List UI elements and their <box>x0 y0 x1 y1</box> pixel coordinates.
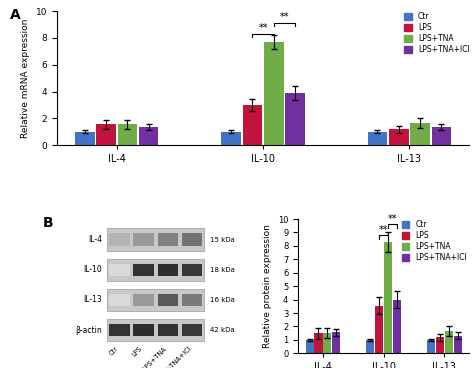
Y-axis label: Relative mRNA expression: Relative mRNA expression <box>21 18 30 138</box>
Bar <box>182 294 202 306</box>
Bar <box>285 93 305 145</box>
Bar <box>133 233 154 246</box>
Bar <box>107 259 204 281</box>
Bar <box>243 105 262 145</box>
Text: LPS+TNA: LPS+TNA <box>142 345 168 368</box>
Text: B: B <box>43 216 53 230</box>
Bar <box>158 294 178 306</box>
Bar <box>96 124 116 145</box>
Bar <box>75 132 95 145</box>
Bar <box>427 340 435 353</box>
Bar <box>107 229 204 251</box>
Bar <box>368 132 387 145</box>
Bar <box>389 129 409 145</box>
Bar <box>375 306 383 353</box>
Bar <box>306 340 314 353</box>
Text: 18 kDa: 18 kDa <box>210 267 235 273</box>
Bar <box>133 294 154 306</box>
Bar <box>314 333 323 353</box>
Text: 15 kDa: 15 kDa <box>210 237 235 243</box>
Text: A: A <box>9 8 20 22</box>
Bar <box>158 263 178 276</box>
Text: IL-4: IL-4 <box>88 235 102 244</box>
Bar <box>332 332 340 353</box>
Text: β-actin: β-actin <box>75 326 102 335</box>
Text: 16 kDa: 16 kDa <box>210 297 235 303</box>
Text: **: ** <box>379 224 388 234</box>
Bar <box>221 132 241 145</box>
Bar <box>384 242 392 353</box>
Bar <box>109 233 129 246</box>
Bar <box>264 42 283 145</box>
Bar <box>366 340 374 353</box>
Bar <box>182 324 202 336</box>
Bar <box>118 124 137 145</box>
Legend: Ctr, LPS, LPS+TNA, LPS+TNA+ICI: Ctr, LPS, LPS+TNA, LPS+TNA+ICI <box>401 220 467 262</box>
Bar <box>107 289 204 311</box>
Bar <box>445 331 453 353</box>
Bar <box>431 127 451 145</box>
Bar <box>139 127 158 145</box>
Bar <box>158 233 178 246</box>
Bar <box>182 233 202 246</box>
Bar <box>109 294 129 306</box>
Text: LPS+TNA+ICI: LPS+TNA+ICI <box>156 345 192 368</box>
Bar <box>393 300 401 353</box>
Y-axis label: Relative protein expression: Relative protein expression <box>263 224 272 348</box>
Text: 42 kDa: 42 kDa <box>210 327 234 333</box>
Bar <box>454 336 462 353</box>
Bar <box>323 333 331 353</box>
Bar <box>133 263 154 276</box>
Text: **: ** <box>258 23 268 33</box>
Bar <box>436 337 444 353</box>
Text: IL-13: IL-13 <box>83 296 102 304</box>
Text: **: ** <box>388 214 397 224</box>
Text: **: ** <box>280 13 289 22</box>
Text: IL-10: IL-10 <box>83 265 102 274</box>
Bar <box>158 324 178 336</box>
Text: LPS: LPS <box>131 345 144 358</box>
Bar <box>109 324 129 336</box>
Bar <box>410 123 430 145</box>
Bar <box>109 263 129 276</box>
Bar <box>107 319 204 341</box>
Bar <box>133 324 154 336</box>
Text: Ctr: Ctr <box>108 345 119 357</box>
Legend: Ctr, LPS, LPS+TNA, LPS+TNA+ICI: Ctr, LPS, LPS+TNA, LPS+TNA+ICI <box>404 12 470 54</box>
Bar <box>182 263 202 276</box>
